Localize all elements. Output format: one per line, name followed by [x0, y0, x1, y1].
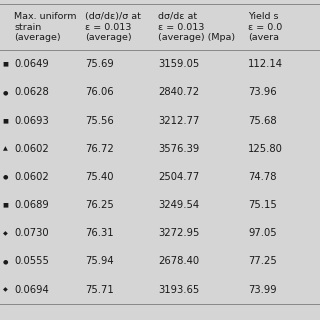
Text: 0.0689: 0.0689	[14, 200, 49, 210]
Text: 2678.40: 2678.40	[158, 256, 200, 267]
Text: ◆: ◆	[3, 231, 7, 236]
Text: 3272.95: 3272.95	[158, 228, 200, 238]
Text: 0.0628: 0.0628	[14, 87, 49, 98]
Text: 2840.72: 2840.72	[158, 87, 200, 98]
Text: 2504.77: 2504.77	[158, 172, 200, 182]
Text: Max. uniform
strain
(average): Max. uniform strain (average)	[14, 12, 77, 42]
Text: 75.69: 75.69	[85, 59, 114, 69]
Text: 3193.65: 3193.65	[158, 284, 200, 295]
Text: 3249.54: 3249.54	[158, 200, 200, 210]
Text: 0.0602: 0.0602	[14, 144, 49, 154]
Text: 76.25: 76.25	[85, 200, 114, 210]
Text: 0.0693: 0.0693	[14, 116, 49, 126]
Text: 3576.39: 3576.39	[158, 144, 200, 154]
Text: ◆: ◆	[3, 287, 7, 292]
Text: 125.80: 125.80	[248, 144, 283, 154]
Text: ■: ■	[3, 118, 8, 123]
Text: ■: ■	[3, 62, 8, 67]
Text: 75.68: 75.68	[248, 116, 276, 126]
Text: 75.15: 75.15	[248, 200, 277, 210]
Text: 3159.05: 3159.05	[158, 59, 200, 69]
Text: 75.56: 75.56	[85, 116, 114, 126]
Text: 75.71: 75.71	[85, 284, 114, 295]
Text: dσ/dε at
ε = 0.013
(average) (Mpa): dσ/dε at ε = 0.013 (average) (Mpa)	[158, 12, 236, 42]
Text: 76.06: 76.06	[85, 87, 113, 98]
Text: 73.96: 73.96	[248, 87, 276, 98]
Text: 75.40: 75.40	[85, 172, 113, 182]
Text: 77.25: 77.25	[248, 256, 277, 267]
Text: ■: ■	[3, 203, 8, 208]
Text: ●: ●	[3, 90, 8, 95]
Text: 0.0602: 0.0602	[14, 172, 49, 182]
Text: 0.0649: 0.0649	[14, 59, 49, 69]
Text: 112.14: 112.14	[248, 59, 283, 69]
Text: 3212.77: 3212.77	[158, 116, 200, 126]
Text: 76.72: 76.72	[85, 144, 114, 154]
Text: Yield s
ε = 0.0
(avera: Yield s ε = 0.0 (avera	[248, 12, 282, 42]
Text: ▲: ▲	[3, 146, 7, 151]
Text: 0.0730: 0.0730	[14, 228, 49, 238]
Text: 0.0555: 0.0555	[14, 256, 49, 267]
Text: ●: ●	[3, 174, 8, 180]
Text: 0.0694: 0.0694	[14, 284, 49, 295]
Text: 76.31: 76.31	[85, 228, 113, 238]
Text: 73.99: 73.99	[248, 284, 276, 295]
Text: 75.94: 75.94	[85, 256, 113, 267]
Text: 74.78: 74.78	[248, 172, 276, 182]
Text: (dσ/dε)/σ at
ε = 0.013
(average): (dσ/dε)/σ at ε = 0.013 (average)	[85, 12, 141, 42]
Text: ●: ●	[3, 259, 8, 264]
Text: 97.05: 97.05	[248, 228, 276, 238]
